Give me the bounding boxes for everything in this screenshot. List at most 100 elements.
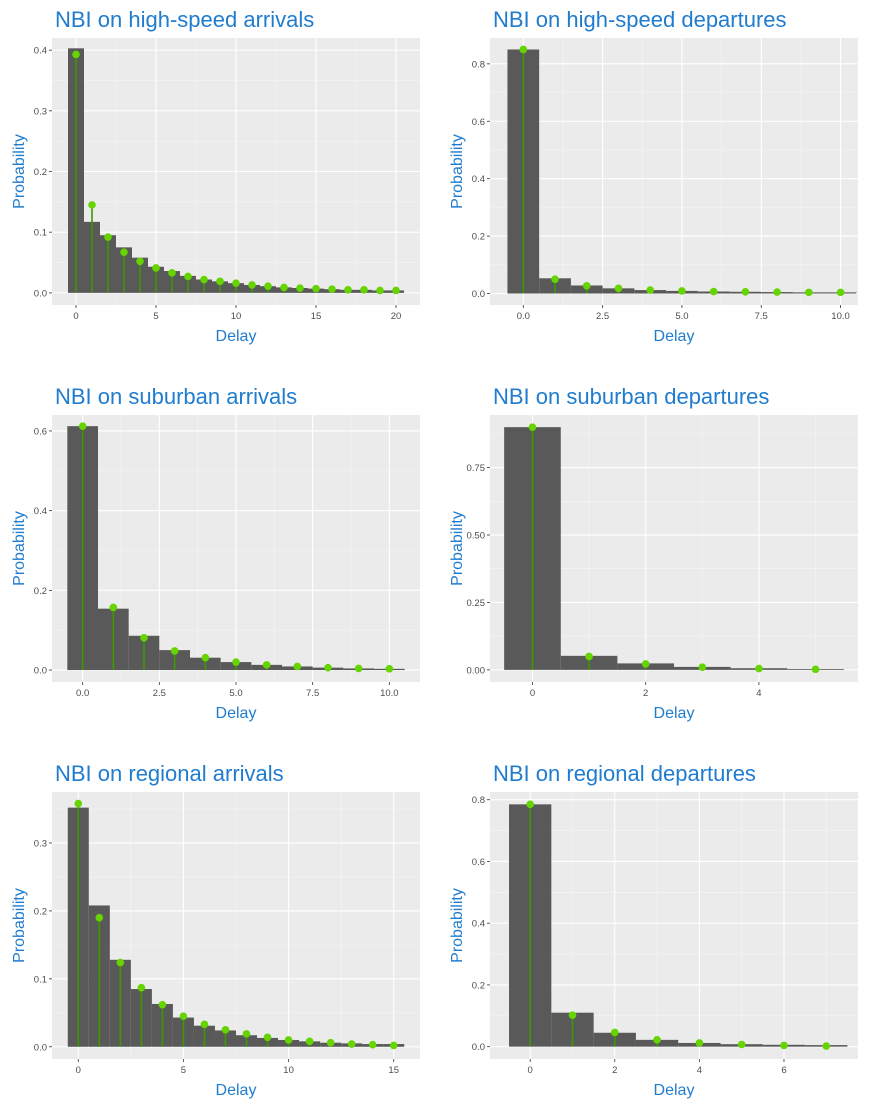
probability-point — [137, 983, 146, 992]
y-tick-label: 0.0 — [34, 288, 47, 299]
x-tick-label: 2 — [612, 1065, 617, 1076]
chart-svg: NBI on regional departures 0 2 4 6 0.0 0.2 0.4 0… — [449, 761, 858, 1099]
probability-point — [347, 1040, 356, 1048]
chart-svg: NBI on regional arrivals 0 5 10 15 0.0 0.1 0.2 0… — [11, 761, 420, 1099]
probability-point — [232, 658, 240, 666]
probability-point — [179, 1012, 188, 1020]
probability-point — [158, 1000, 167, 1009]
probability-point — [74, 799, 83, 808]
probability-point — [326, 1038, 335, 1047]
y-tick-label: 0.2 — [472, 232, 485, 243]
probability-point — [221, 1025, 230, 1034]
probability-point — [773, 288, 781, 296]
x-tick-label: 5 — [153, 311, 158, 322]
probability-point — [104, 233, 112, 241]
probability-point — [836, 288, 845, 297]
probability-point — [248, 281, 256, 289]
y-tick-label: 0.2 — [472, 980, 485, 991]
probability-point — [360, 286, 368, 294]
probability-point — [741, 287, 750, 296]
probability-point — [695, 1039, 704, 1047]
probability-point — [376, 286, 384, 295]
probability-point — [709, 287, 718, 296]
y-tick-label: 0.1 — [34, 228, 47, 239]
y-tick-label: 0.6 — [472, 857, 485, 868]
x-tick-label: 7.5 — [755, 311, 768, 322]
y-tick-label: 0.25 — [467, 598, 486, 609]
probability-point — [737, 1040, 746, 1049]
chart-svg: NBI on suburban arrivals 0.0 2.5 5.0 7.5 10.0… — [11, 384, 420, 722]
probability-point — [392, 286, 400, 295]
probability-point — [152, 264, 160, 272]
probability-point — [72, 50, 80, 59]
probability-point — [344, 286, 352, 294]
y-axis-title: Probability — [449, 511, 466, 586]
y-tick-label: 0.0 — [34, 1042, 47, 1053]
y-tick-label: 0.2 — [34, 586, 47, 597]
probability-point — [242, 1030, 251, 1038]
x-tick-label: 15 — [311, 311, 322, 322]
y-tick-label: 0.1 — [34, 974, 47, 985]
probability-point — [780, 1041, 788, 1050]
chart-title: NBI on high-speed departures — [493, 7, 787, 32]
probability-point — [116, 958, 125, 967]
x-tick-label: 2.5 — [153, 688, 166, 699]
chart-title: NBI on regional arrivals — [55, 761, 284, 786]
chart-panel-suburban-departures: NBI on suburban departures 0 2 4 0.00 0.25 0.5… — [438, 377, 858, 742]
probability-point — [200, 275, 208, 284]
probability-point — [526, 800, 534, 809]
x-tick-label: 10.0 — [831, 311, 850, 322]
chart-title: NBI on suburban arrivals — [55, 384, 297, 409]
x-tick-label: 10 — [231, 311, 242, 322]
y-tick-label: 0.6 — [34, 426, 47, 437]
x-tick-label: 10 — [283, 1065, 294, 1076]
chart-panel-regional-arrivals: NBI on regional arrivals 0 5 10 15 0.0 0.1 0.2 0… — [0, 754, 420, 1119]
probability-point — [755, 664, 763, 673]
x-tick-label: 0.0 — [76, 688, 89, 699]
x-axis-title: Delay — [654, 1082, 695, 1099]
y-axis-title: Probability — [11, 888, 28, 963]
y-tick-label: 0.8 — [472, 795, 485, 806]
x-axis-title: Delay — [216, 705, 257, 722]
plot-background — [490, 38, 858, 305]
y-tick-label: 0.00 — [467, 665, 486, 676]
probability-point — [551, 275, 559, 283]
probability-point — [95, 913, 104, 922]
x-tick-label: 0 — [530, 688, 535, 699]
probability-point — [280, 283, 288, 292]
x-tick-label: 0 — [528, 1065, 533, 1076]
y-tick-label: 0.75 — [467, 463, 486, 474]
chart-title: NBI on suburban departures — [493, 384, 769, 409]
y-tick-label: 0.0 — [472, 1042, 485, 1053]
probability-point — [140, 633, 148, 642]
probability-point — [324, 663, 332, 672]
x-axis-title: Delay — [654, 328, 695, 345]
probability-point — [568, 1011, 577, 1019]
probability-point — [528, 423, 537, 431]
y-tick-label: 0.50 — [467, 531, 486, 542]
probability-point — [109, 603, 118, 612]
chart-svg: NBI on high-speed arrivals 0 5 10 15 20 0.0 0.1… — [11, 7, 420, 345]
probability-point — [136, 257, 144, 266]
probability-point — [284, 1036, 293, 1044]
x-tick-label: 5.0 — [229, 688, 242, 699]
chart-svg: NBI on suburban departures 0 2 4 0.00 0.25 0.5… — [449, 384, 858, 722]
x-tick-label: 4 — [756, 688, 761, 699]
x-tick-label: 4 — [697, 1065, 702, 1076]
x-tick-label: 5 — [181, 1065, 186, 1076]
x-axis-title: Delay — [216, 1082, 257, 1099]
probability-point — [354, 664, 363, 673]
x-tick-label: 10.0 — [380, 688, 399, 699]
probability-point — [646, 286, 655, 294]
chart-svg: NBI on high-speed departures 0.0 2.5 5.0 7.5… — [449, 7, 858, 345]
chart-panel-suburban-arrivals: NBI on suburban arrivals 0.0 2.5 5.0 7.5 10.0… — [0, 377, 420, 742]
probability-point — [678, 287, 686, 295]
probability-point — [389, 1041, 398, 1050]
probability-point — [262, 661, 271, 669]
probability-point — [305, 1037, 314, 1046]
y-axis-title: Probability — [449, 888, 466, 963]
probability-point — [698, 663, 707, 671]
probability-point — [264, 282, 272, 290]
probability-point — [805, 288, 813, 297]
probability-point — [78, 422, 87, 430]
